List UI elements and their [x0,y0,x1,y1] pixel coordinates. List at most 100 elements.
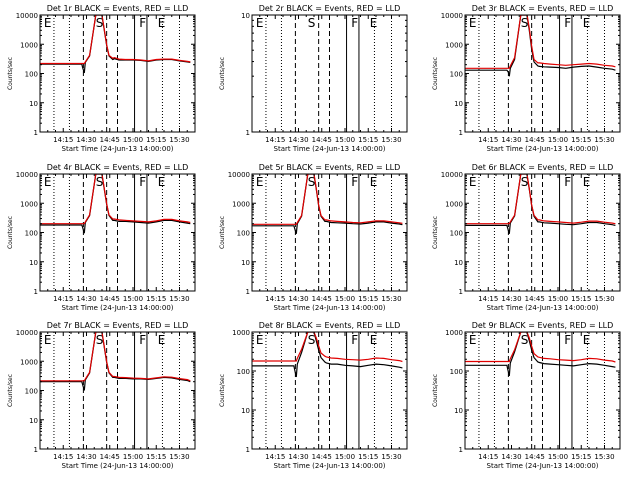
y-tick-label: 10000 [441,171,463,179]
x-axis-title: Start Time (24-Jun-13 14:00:00) [487,145,599,153]
region-label: E [158,16,166,30]
x-tick-label: 15:15 [571,136,591,144]
region-label: F [351,333,358,347]
x-tick-label: 15:00 [123,295,143,303]
x-tick-label: 15:00 [548,295,568,303]
y-tick-label: 100 [237,230,250,238]
region-label: E [583,175,591,189]
x-tick-label: 15:15 [571,453,591,461]
x-axis-title: Start Time (24-Jun-13 14:00:00) [62,145,174,153]
series-line-lld [465,332,616,363]
y-tick-label: 100 [25,71,38,79]
y-tick-label: 100 [450,230,463,238]
series-line-events [40,174,191,234]
x-tick-label: 14:15 [53,453,73,461]
x-axis-title: Start Time (24-Jun-13 14:00:00) [274,145,386,153]
x-tick-label: 15:15 [358,295,378,303]
y-tick-label: 10 [241,407,250,415]
y-tick-label: 1 [246,129,250,137]
x-axis-title: Start Time (24-Jun-13 14:00:00) [274,304,386,312]
y-tick-label: 1 [459,288,463,296]
x-tick-label: 14:30 [76,453,96,461]
panel-title: Det 2r BLACK = Events, RED = LLD [259,4,401,13]
x-tick-label: 14:15 [478,295,498,303]
y-tick-label: 1 [34,288,38,296]
x-tick-label: 14:15 [478,453,498,461]
x-tick-label: 14:15 [265,453,285,461]
region-label: E [469,175,477,189]
x-tick-label: 15:00 [335,295,355,303]
series-line-lld [465,174,616,225]
region-label: E [583,333,591,347]
x-tick-label: 14:45 [312,453,332,461]
region-label: F [351,16,358,30]
y-tick-label: 10 [454,407,463,415]
x-axis-title: Start Time (24-Jun-13 14:00:00) [62,304,174,312]
x-tick-label: 15:30 [169,453,189,461]
x-tick-label: 14:30 [501,453,521,461]
x-tick-label: 14:45 [100,295,120,303]
region-label: F [564,16,571,30]
y-tick-label: 10 [454,100,463,108]
y-tick-label: 1000 [232,329,250,337]
y-tick-label: 10000 [16,329,38,337]
panel-title: Det 5r BLACK = Events, RED = LLD [259,163,401,172]
y-tick-label: 10000 [16,171,38,179]
region-label: E [44,333,52,347]
x-tick-label: 15:30 [381,136,401,144]
x-tick-label: 15:30 [381,295,401,303]
series-line-lld [40,15,191,65]
series-line-lld [252,174,403,225]
series-line-lld [40,332,191,382]
y-tick-label: 1 [34,129,38,137]
x-tick-label: 14:45 [525,453,545,461]
region-label: S [96,333,104,347]
x-tick-label: 15:15 [358,136,378,144]
y-axis-title: Counts/sec [219,374,226,407]
region-label: E [256,16,264,30]
region-label: S [521,175,529,189]
x-tick-label: 15:15 [146,453,166,461]
y-axis-title: Counts/sec [432,216,439,249]
series-line-lld [465,15,616,69]
x-tick-label: 15:30 [169,295,189,303]
x-tick-label: 15:15 [146,295,166,303]
region-label: S [96,16,104,30]
y-tick-label: 1 [34,446,38,454]
x-tick-label: 14:45 [525,295,545,303]
region-label: E [370,175,378,189]
x-tick-label: 14:45 [312,295,332,303]
series-line-events [40,15,191,74]
panel-title: Det 6r BLACK = Events, RED = LLD [472,163,614,172]
x-tick-label: 15:00 [335,136,355,144]
region-label: S [308,333,316,347]
y-tick-label: 1 [246,288,250,296]
x-axis-title: Start Time (24-Jun-13 14:00:00) [62,462,174,470]
x-tick-label: 15:15 [146,136,166,144]
region-label: E [370,16,378,30]
y-tick-label: 1000 [20,41,38,49]
region-label: E [469,16,477,30]
region-label: F [139,333,146,347]
panel-title: Det 7r BLACK = Events, RED = LLD [47,321,189,330]
y-axis-title: Counts/sec [7,374,14,407]
y-tick-label: 10 [29,417,38,425]
region-label: F [564,175,571,189]
region-label: F [351,175,358,189]
y-tick-label: 1 [246,446,250,454]
y-tick-label: 1000 [20,358,38,366]
y-axis-title: Counts/sec [7,216,14,249]
region-label: S [96,175,104,189]
y-tick-label: 1000 [232,200,250,208]
x-tick-label: 15:00 [123,453,143,461]
series-line-events [465,174,616,234]
region-label: E [370,333,378,347]
x-tick-label: 14:45 [525,136,545,144]
x-tick-label: 14:30 [288,136,308,144]
